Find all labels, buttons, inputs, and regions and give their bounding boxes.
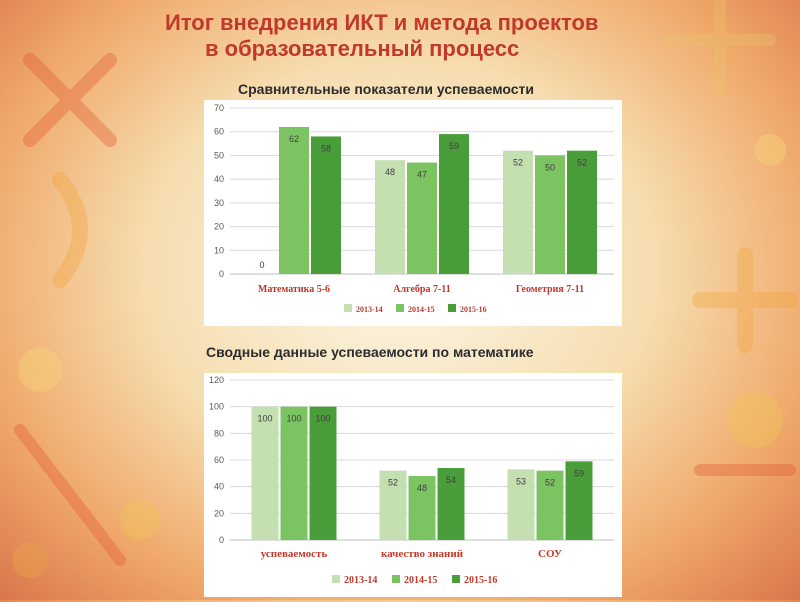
chart2-bar [507,469,535,540]
chart2-ytick-label: 40 [214,482,224,492]
chart1-category-label: Алгебра 7-11 [393,284,451,295]
chart1-category-label: Математика 5-6 [258,284,330,295]
chart1-data-label: 50 [545,162,555,172]
chart1-data-label: 58 [321,143,331,153]
chart2-bar [437,468,465,540]
chart1-bar [439,134,469,274]
chart1-data-label: 52 [577,158,587,168]
chart1-data-label: 52 [513,158,523,168]
chart1-bar [567,150,597,274]
slide-title-line2: в образовательный процесс [205,36,520,61]
chart1-bar [375,160,405,274]
chart2-bar [251,406,279,540]
chart2-ytick-label: 0 [219,535,224,545]
chart2-legend-swatch [452,575,460,583]
chart1-legend-swatch [344,304,352,312]
chart2-bar [408,476,436,540]
slide-title-line1: Итог внедрения ИКТ и метода проектов [165,10,599,35]
chart1-data-label: 47 [417,170,427,180]
chart1-data-label: 0 [259,260,264,270]
chart2-bar [379,470,407,540]
chart2-data-label: 100 [257,414,272,424]
chart2-ytick-label: 120 [209,375,224,385]
chart1-ytick-label: 40 [214,174,224,184]
chart2-data-label: 52 [545,478,555,488]
chart2-legend-swatch [332,575,340,583]
chart1-data-label: 48 [385,167,395,177]
chart2-data-label: 100 [286,414,301,424]
chart1-bar [407,162,437,274]
chart2-category-label: качество знаний [381,548,464,560]
chart1-bar [503,150,533,274]
chart2-panel: 0 20 40 60 80 100 120 100 100 100 успеваемость 52 48… [204,373,622,597]
chart1-legend-swatch [396,304,404,312]
chart2-data-label: 59 [574,468,584,478]
chart1-ytick-label: 0 [219,269,224,279]
chart2-data-label: 100 [315,414,330,424]
chart2-category-label: СОУ [538,548,562,560]
chart2-legend-swatch [392,575,400,583]
chart2-data-label: 53 [516,476,526,486]
chart2-ytick-label: 20 [214,508,224,518]
chart1-svg: 0 10 20 30 40 50 60 70 0 62 58 Математика 5-6 48 47 59… [214,103,614,314]
chart1-legend-swatch [448,304,456,312]
chart1-ytick-label: 70 [214,103,224,113]
chart2-bar [565,461,593,540]
chart1-category-label: Геометрия 7-11 [516,284,584,295]
chart2-legend-label: 2014-15 [404,575,437,586]
chart1-legend-label: 2015-16 [460,305,487,314]
chart2-data-label: 54 [446,475,456,485]
chart2-ytick-label: 60 [214,455,224,465]
chart1-legend-label: 2013-14 [356,305,383,314]
chart2-caption: Сводные данные успеваемости по математик… [206,344,534,360]
chart2-bar [280,406,308,540]
chart1-bar [535,155,565,274]
chart1-caption: Сравнительные показатели успеваемости [238,81,534,97]
chart2-legend-label: 2015-16 [464,575,497,586]
chart2-category-label: успеваемость [261,548,328,560]
chart1-bar [279,126,309,274]
chart2-data-label: 52 [388,478,398,488]
chart2-ytick-label: 80 [214,428,224,438]
chart2-svg: 0 20 40 60 80 100 120 100 100 100 успеваемость 52 48… [209,375,614,586]
chart1-ytick-label: 10 [214,245,224,255]
chart2-ytick-label: 100 [209,402,224,412]
chart2-bar [536,470,564,540]
chart1-panel: 0 10 20 30 40 50 60 70 0 62 58 Математика 5-6 48 47 59… [204,100,622,326]
chart1-data-label: 59 [449,141,459,151]
chart1-data-label: 62 [289,134,299,144]
chart1-ytick-label: 50 [214,150,224,160]
chart1-ytick-label: 60 [214,127,224,137]
chart2-legend-label: 2013-14 [344,575,377,586]
chart2-data-label: 48 [417,483,427,493]
chart2-bar [309,406,337,540]
chart1-bar [311,136,341,274]
chart1-ytick-label: 30 [214,198,224,208]
chart1-legend-label: 2014-15 [408,305,435,314]
chart1-ytick-label: 20 [214,222,224,232]
